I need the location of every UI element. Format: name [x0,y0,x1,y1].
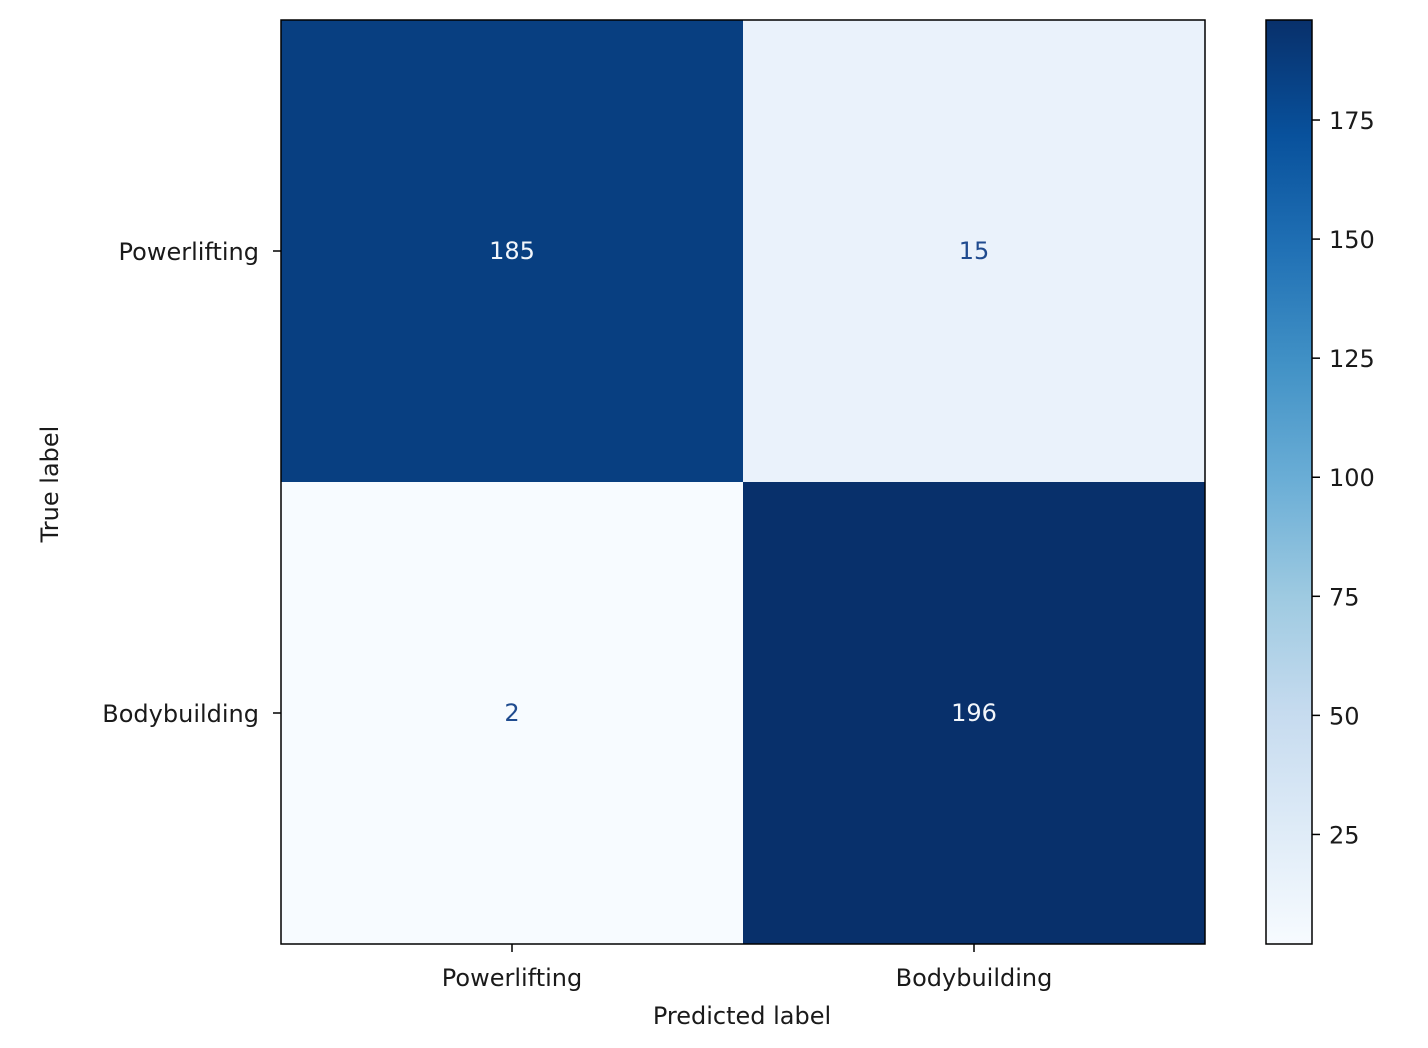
cell-value-label: 15 [959,237,990,265]
y-axis-title: True label [36,426,64,544]
y-axis-ticks: Powerlifting Bodybuilding [102,238,281,728]
x-tick-label: Powerlifting [442,964,582,992]
x-tick-label: Bodybuilding [896,964,1053,992]
cell-value-label: 185 [489,237,535,265]
heatmap-cell [281,482,743,944]
heatmap-cell [743,482,1205,944]
colorbar-tick-label: 125 [1329,345,1375,373]
heatmap-cell [743,20,1205,482]
plot-frame [280,19,1206,945]
colorbar-tick-label: 150 [1329,226,1375,254]
colorbar-tick-label: 100 [1329,464,1375,492]
colorbar [1265,19,1313,945]
cell-value-label: 2 [504,699,519,727]
y-tick-label: Bodybuilding [102,700,259,728]
heatmap-cells [281,20,1205,944]
heatmap-cell [281,20,743,482]
colorbar-tick-label: 25 [1329,821,1360,849]
colorbar-ticks: 25 50 75 100 125 150 175 [1312,107,1375,849]
colorbar-tick-label: 50 [1329,702,1360,730]
heatmap-cell-labels: 185 15 2 196 [489,237,997,727]
colorbar-tick-label: 75 [1329,583,1360,611]
x-axis-title: Predicted label [653,1002,831,1030]
x-axis-ticks: Powerlifting Bodybuilding [442,944,1053,992]
cell-value-label: 196 [951,699,997,727]
colorbar-tick-label: 175 [1329,107,1375,135]
y-tick-label: Powerlifting [119,238,259,266]
